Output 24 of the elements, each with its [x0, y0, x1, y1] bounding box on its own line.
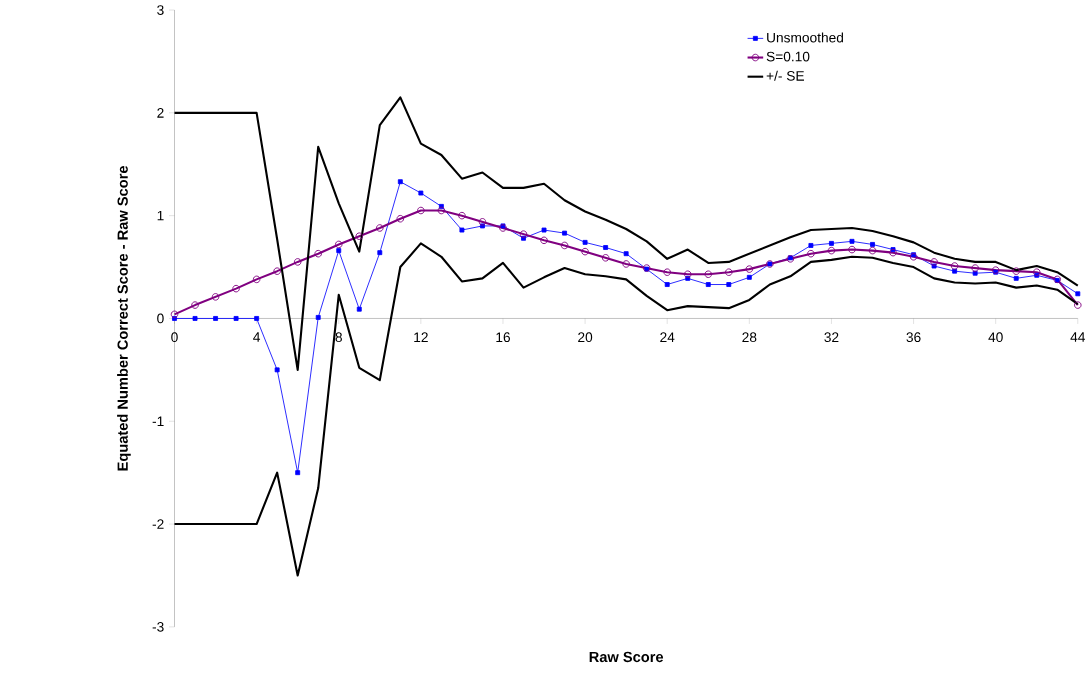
x-tick-label: 32	[824, 332, 839, 342]
y-axis-title: Equated Number Correct Score - Raw Score	[117, 165, 131, 471]
x-tick-label: 0	[171, 332, 178, 342]
y-tick-label: -3	[152, 621, 164, 632]
y-tick-label: -2	[152, 519, 164, 529]
legend-label: Unsmoothed	[767, 32, 844, 43]
x-tick-label: 4	[253, 332, 261, 342]
legend-label: +/- SE	[766, 70, 804, 81]
x-tick-label: 44	[1070, 332, 1086, 342]
x-tick-label: 12	[414, 332, 428, 342]
y-tick-label: 0	[157, 313, 164, 324]
y-tick-label: -1	[152, 416, 164, 426]
x-tick-label: 16	[496, 332, 511, 342]
legend-label: S=0.10	[766, 51, 810, 62]
x-tick-label: 24	[660, 332, 675, 342]
x-tick-label: 8	[335, 332, 342, 342]
x-axis-title: Raw Score	[589, 651, 664, 662]
x-tick-label: 40	[988, 332, 1003, 342]
y-tick-label: 1	[157, 210, 164, 221]
x-tick-label: 36	[906, 332, 921, 342]
y-tick-label: 2	[157, 107, 164, 118]
y-tick-label: 3	[157, 4, 164, 15]
x-tick-label: 20	[578, 332, 593, 342]
x-tick-label: 28	[742, 332, 757, 342]
